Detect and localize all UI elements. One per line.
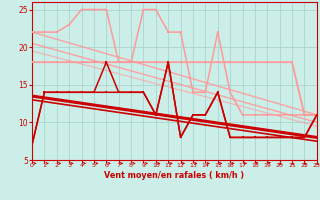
- X-axis label: Vent moyen/en rafales ( km/h ): Vent moyen/en rafales ( km/h ): [104, 171, 244, 180]
